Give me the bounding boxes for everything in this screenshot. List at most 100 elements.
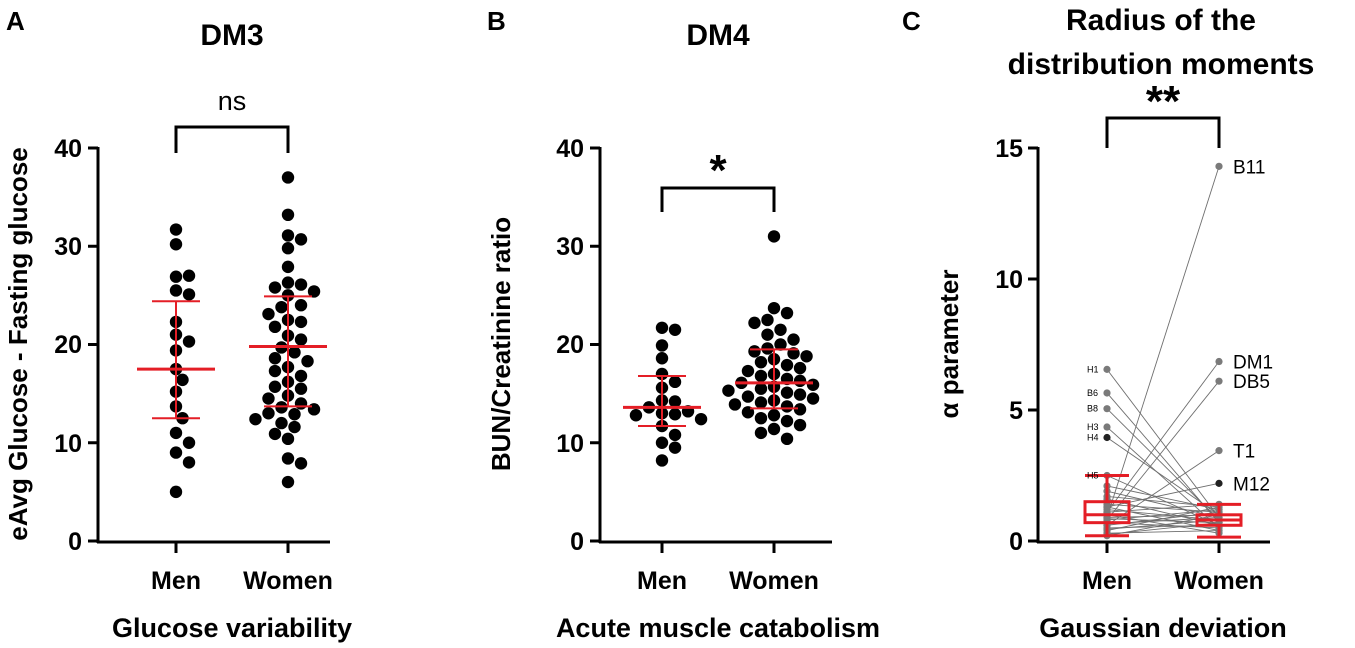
panel-a-title: DM3: [200, 19, 263, 52]
paired-line: [1106, 475, 1220, 526]
panel-b-letter: B: [487, 6, 506, 36]
panel-b-x-tick-men: Men: [637, 567, 687, 595]
data-point-women: [262, 307, 275, 321]
data-point-men: [169, 223, 183, 236]
panel-b-axes: [590, 146, 832, 553]
data-point-women: [728, 398, 742, 411]
men-point-label: H4: [1087, 433, 1099, 443]
paired-line: [1106, 437, 1220, 516]
data-point-men: [169, 238, 183, 251]
data-point-women: [767, 422, 781, 436]
data-point-men: [169, 485, 183, 499]
data-point-men: [655, 321, 669, 334]
data-point-women: [268, 352, 282, 365]
data-point-men: [668, 395, 682, 408]
data-point-women: [294, 278, 308, 291]
panel-b-significance: *: [709, 146, 727, 195]
data-point-women: [793, 403, 807, 416]
data-point-men: [668, 428, 682, 442]
data-point-women: [268, 320, 282, 334]
data-point-women: [288, 408, 301, 421]
data-point-women: [754, 396, 768, 409]
women-point-label: DM1: [1233, 353, 1273, 374]
women-point: [1215, 162, 1223, 170]
data-point-women: [780, 414, 794, 428]
men-point-label: H3: [1087, 422, 1099, 432]
panel-b-y-tick-0: 0: [570, 528, 584, 556]
panel-b-y-tick-10: 10: [556, 430, 584, 458]
panel-a-y-tick-20: 20: [54, 331, 82, 359]
panel-c-x-tick-women: Women: [1174, 567, 1264, 595]
data-point-women: [741, 364, 755, 378]
men-point: [1103, 423, 1111, 431]
panel-a-y-tick-10: 10: [54, 430, 82, 458]
data-point-women: [294, 333, 308, 346]
data-point-women: [741, 390, 755, 403]
data-point-women: [288, 420, 301, 434]
panel-b-y-axis-label: BUN/Creatinine ratio: [486, 217, 516, 471]
data-point-women: [268, 380, 282, 393]
women-point-label: DB5: [1233, 372, 1270, 393]
data-point-women: [748, 316, 761, 330]
panel-a-y-tick-40: 40: [54, 135, 82, 163]
panel-1-significance-bracket: [660, 186, 776, 212]
data-point-men: [668, 441, 682, 454]
data-point-men: [655, 339, 669, 352]
women-point-label: M12: [1233, 474, 1270, 495]
men-point: [1103, 405, 1111, 413]
data-point-men: [668, 408, 682, 421]
data-point-women: [262, 392, 275, 405]
paired-line: [1106, 426, 1220, 529]
panel-a-y-tick-0: 0: [68, 528, 82, 556]
data-point-men: [182, 288, 196, 301]
panel-2-significance-bracket: [1105, 116, 1221, 148]
panel-a-x-tick-men: Men: [151, 567, 201, 595]
panel-b-x-axis-label: Acute muscle catabolism: [556, 613, 880, 643]
data-point-women: [748, 345, 761, 358]
data-point-women: [294, 369, 308, 383]
data-point-men: [169, 284, 183, 297]
data-point-women: [787, 333, 800, 346]
data-point-women: [294, 315, 308, 329]
women-point: [1215, 479, 1223, 487]
panel-c-marks: [1103, 162, 1223, 540]
data-point-women: [301, 355, 314, 368]
men-point-label: H1: [1087, 364, 1099, 374]
panel-c-y-tick-0: 0: [1009, 528, 1023, 556]
data-point-women: [800, 350, 813, 363]
data-point-women: [780, 358, 794, 372]
data-point-men: [176, 373, 189, 387]
data-point-women: [281, 475, 295, 489]
panel-c-letter: C: [902, 6, 921, 36]
data-point-women: [294, 233, 308, 246]
data-point-men: [169, 426, 183, 440]
panel-a-marks: [137, 171, 327, 499]
panel-b-y-tick-40: 40: [556, 135, 584, 163]
paired-line: [1106, 506, 1220, 531]
data-point-women: [275, 416, 288, 430]
women-point-label: T1: [1233, 442, 1255, 463]
data-point-women: [806, 392, 820, 405]
data-point-women: [780, 386, 794, 399]
panel-a-y-axis-label: eAvg Glucose - Fasting glucose: [3, 147, 33, 540]
panel-b-x-tick-women: Women: [729, 567, 819, 595]
data-point-women: [754, 382, 768, 395]
panel-b-y-tick-30: 30: [556, 233, 584, 261]
panel-a-x-axis-label: Glucose variability: [112, 613, 352, 643]
data-point-women: [754, 369, 768, 383]
panel-c-y-tick-10: 10: [995, 266, 1023, 294]
panel-a: A DM3 eAvg Glucose - Fasting glucose Glu…: [3, 6, 352, 643]
data-point-men: [655, 436, 669, 449]
data-point-men: [182, 335, 196, 348]
data-point-women: [275, 300, 288, 314]
data-point-women: [294, 299, 308, 312]
data-point-women: [793, 374, 807, 388]
data-point-women: [281, 208, 295, 222]
data-point-women: [281, 452, 295, 465]
paired-line: [1106, 450, 1220, 526]
data-point-women: [294, 457, 308, 470]
paired-line: [1106, 369, 1220, 518]
panel-b-title: DM4: [686, 19, 750, 52]
paired-line: [1106, 519, 1220, 530]
